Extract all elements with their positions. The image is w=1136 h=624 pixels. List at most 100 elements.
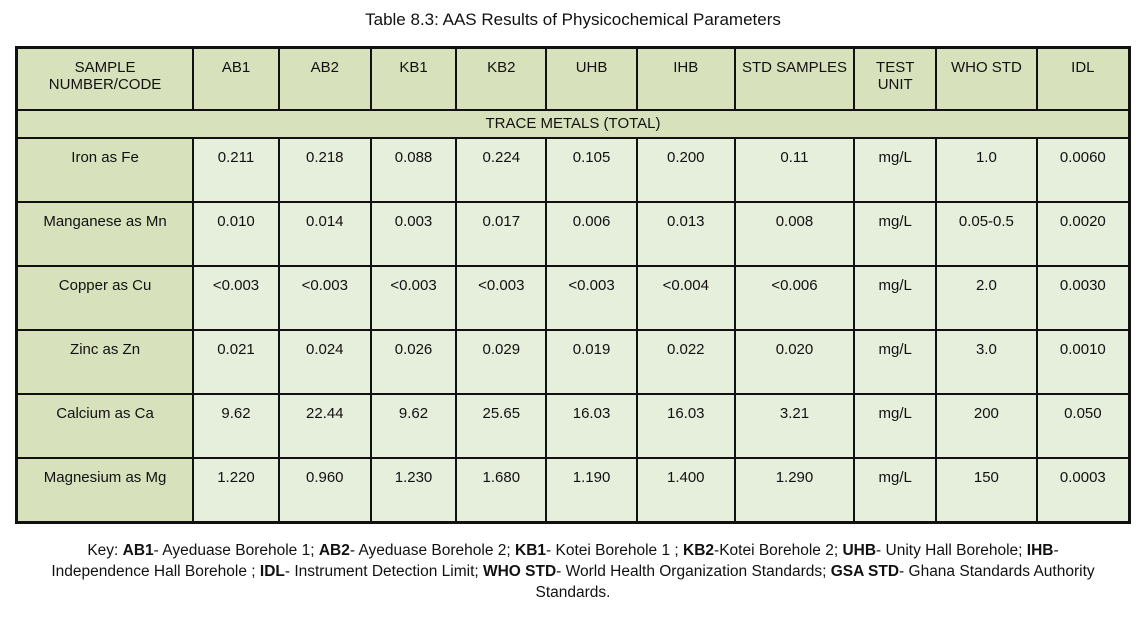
table-cell: 0.021 (192, 329, 280, 395)
table-cell: 1.680 (455, 457, 548, 524)
table-cell: 0.105 (545, 137, 638, 203)
table-cell: 0.05-0.5 (935, 201, 1038, 267)
table-cell: 0.026 (369, 329, 458, 395)
key-text: - Unity Hall Borehole; (876, 542, 1027, 559)
row-label: Manganese as Mn (15, 201, 195, 267)
table-cell: 0.019 (545, 329, 638, 395)
key-text: - Ayeduase Borehole 1; (153, 542, 319, 559)
table-cell: 0.017 (455, 201, 548, 267)
table-cell: 0.218 (277, 137, 372, 203)
key-term: GSA STD (830, 563, 900, 580)
table-cell: 3.21 (733, 393, 856, 459)
column-header: TEST UNIT (853, 46, 938, 111)
key-term: IHB (1026, 542, 1054, 559)
results-table: SAMPLE NUMBER/CODE AB1 AB2 KB1 KB2 UHB IHB STD … (15, 46, 1131, 524)
table-cell: <0.003 (277, 265, 372, 331)
row-label: Calcium as Ca (15, 393, 195, 459)
table-cell: 0.088 (369, 137, 458, 203)
table-cell: 0.11 (733, 137, 856, 203)
key-text: Key: (87, 542, 123, 559)
key-term: IDL (259, 563, 285, 580)
key-text: - Ghana Standards Authority Standards. (535, 563, 1095, 601)
table-cell: 0.014 (277, 201, 372, 267)
table-row: Manganese as Mn 0.010 0.014 0.003 0.017 0.006… (15, 201, 1131, 267)
table-cell: 0.013 (635, 201, 736, 267)
table-cell: mg/L (853, 329, 938, 395)
table-cell: 0.022 (635, 329, 736, 395)
row-label: Iron as Fe (15, 137, 195, 203)
column-header: WHO STD (935, 46, 1038, 111)
table-cell: 0.960 (277, 457, 372, 524)
table-cell: 0.0060 (1035, 137, 1131, 203)
column-header: IDL (1035, 46, 1131, 111)
table-cell: 0.008 (733, 201, 856, 267)
table-cell: 22.44 (277, 393, 372, 459)
table-cell: mg/L (853, 393, 938, 459)
table-cell: 3.0 (935, 329, 1038, 395)
table-cell: 16.03 (635, 393, 736, 459)
table-cell: mg/L (853, 457, 938, 524)
table-cell: 0.211 (192, 137, 280, 203)
table-cell: <0.006 (733, 265, 856, 331)
table-cell: 25.65 (455, 393, 548, 459)
column-header: UHB (545, 46, 638, 111)
key-term: KB1 (515, 542, 547, 559)
table-cell: <0.004 (635, 265, 736, 331)
table-cell: 0.0030 (1035, 265, 1131, 331)
table-cell: 0.0003 (1035, 457, 1131, 524)
key-text: - Ayeduase Borehole 2; (349, 542, 516, 559)
table-cell: <0.003 (455, 265, 548, 331)
table-cell: 0.020 (733, 329, 856, 395)
table-cell: 2.0 (935, 265, 1038, 331)
table-cell: <0.003 (192, 265, 280, 331)
table-cell: 0.224 (455, 137, 548, 203)
row-label: Magnesium as Mg (15, 457, 195, 524)
key-text: - Kotei Borehole 1 ; (546, 542, 684, 559)
column-header: AB2 (277, 46, 372, 111)
table-cell: 0.0020 (1035, 201, 1131, 267)
section-row: TRACE METALS (TOTAL) (15, 109, 1131, 139)
table-row: Calcium as Ca 9.62 22.44 9.62 25.65 16.03 16.0… (15, 393, 1131, 459)
table-cell: 0.050 (1035, 393, 1131, 459)
key-term: AB2 (318, 542, 350, 559)
table-cell: 0.003 (369, 201, 458, 267)
table-title: Table 8.3: AAS Results of Physicochemica… (365, 10, 781, 29)
table-row: Copper as Cu <0.003 <0.003 <0.003 <0.003 <0.0… (15, 265, 1131, 331)
table-row: Zinc as Zn 0.021 0.024 0.026 0.029 0.019 0.022… (15, 329, 1131, 395)
header-row: SAMPLE NUMBER/CODE AB1 AB2 KB1 KB2 UHB IHB STD … (15, 46, 1131, 111)
table-cell: 0.029 (455, 329, 548, 395)
column-header: KB2 (455, 46, 548, 111)
table-cell: mg/L (853, 137, 938, 203)
column-header: AB1 (192, 46, 280, 111)
table-cell: 0.006 (545, 201, 638, 267)
table-cell: 0.024 (277, 329, 372, 395)
table-cell: 1.230 (369, 457, 458, 524)
table-key: Key: AB1- Ayeduase Borehole 1; AB2- Ayed… (40, 540, 1106, 603)
table-cell: mg/L (853, 201, 938, 267)
table-cell: 0.0010 (1035, 329, 1131, 395)
table-cell: 0.200 (635, 137, 736, 203)
row-label: Copper as Cu (15, 265, 195, 331)
table-cell: mg/L (853, 265, 938, 331)
key-text: - Instrument Detection Limit; (284, 563, 483, 580)
key-text: -Independence Hall Borehole ; (51, 542, 1059, 580)
table-row: Magnesium as Mg 1.220 0.960 1.230 1.680 1.190… (15, 457, 1131, 524)
column-header: SAMPLE NUMBER/CODE (15, 46, 195, 111)
key-text: -Kotei Borehole 2; (714, 542, 843, 559)
table-cell: <0.003 (369, 265, 458, 331)
column-header: STD SAMPLES (733, 46, 856, 111)
table-cell: 200 (935, 393, 1038, 459)
table-cell: <0.003 (545, 265, 638, 331)
row-label: Zinc as Zn (15, 329, 195, 395)
table-cell: 1.290 (733, 457, 856, 524)
table-cell: 1.220 (192, 457, 280, 524)
key-text: - World Health Organization Standards; (556, 563, 831, 580)
table-cell: 1.400 (635, 457, 736, 524)
table-cell: 9.62 (192, 393, 280, 459)
table-cell: 16.03 (545, 393, 638, 459)
table-cell: 1.190 (545, 457, 638, 524)
table-cell: 9.62 (369, 393, 458, 459)
key-term: UHB (842, 542, 877, 559)
key-term: KB2 (683, 542, 715, 559)
table-cell: 150 (935, 457, 1038, 524)
